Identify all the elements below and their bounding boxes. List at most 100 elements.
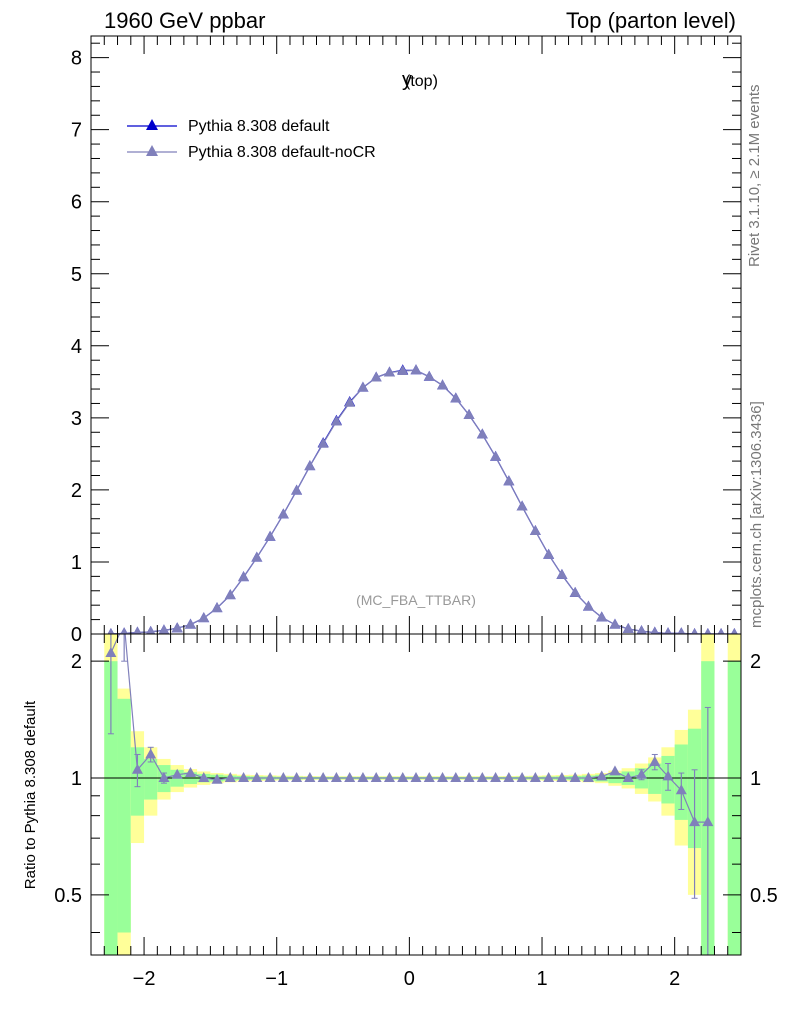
series-1-point (370, 371, 382, 382)
ratio-x-tick-label: −2 (133, 968, 156, 990)
ratio-series-0-point (119, 618, 130, 628)
ratio-series-0-point (397, 772, 409, 783)
ratio-panel: 0.5 0.5 1 1 2 2 −2 −1 0 1 2 Ratio to Pythia 8.308 … (22, 618, 778, 990)
series-1-point (330, 415, 342, 426)
series-1-point (503, 475, 515, 486)
main-y-tick-label: 6 (71, 192, 82, 214)
series-1-point (277, 508, 289, 519)
main-y-tick-label: 7 (71, 120, 82, 142)
ratio-series-0-point (410, 772, 422, 783)
series-1-point (158, 624, 170, 634)
ratio-series-0-point (198, 772, 210, 783)
ratio-series-0-point (264, 772, 276, 783)
ratio-x-tick-label: −1 (265, 968, 288, 990)
ratio-series-group (91, 618, 741, 955)
main-plot-title: y (402, 69, 412, 91)
ratio-series-0-point (689, 816, 701, 827)
ratio-series-0-point (291, 772, 303, 783)
series-1-point (636, 625, 647, 634)
uncertainty-band-green (727, 661, 741, 955)
ratio-series-0-point (145, 748, 157, 759)
rivet-version-label: Rivet 3.1.10, ≥ 2.1M events (746, 84, 763, 268)
ratio-series-0-point (330, 772, 342, 783)
ratio-series-0-point (450, 772, 462, 783)
legend: Pythia 8.308 default Pythia 8.308 defaul… (127, 118, 376, 161)
series-1-point (717, 628, 725, 634)
series-1-point (251, 551, 263, 562)
ratio-series-0-point (556, 772, 568, 783)
ratio-y-tick-label-right: 0.5 (750, 885, 778, 907)
series-1-point (171, 622, 183, 633)
series-1-point (304, 460, 316, 471)
ratio-y-tick-label-left: 1 (71, 768, 82, 790)
series-1-point (609, 618, 621, 629)
series-1-point (476, 428, 488, 439)
ratio-series-0-point (649, 755, 661, 766)
ratio-series-0-point (105, 646, 117, 657)
series-1-point (211, 602, 223, 613)
legend-entry-nocr: Pythia 8.308 default-noCR (127, 144, 376, 161)
series-1-point (397, 365, 409, 376)
ratio-series-0-point (357, 772, 369, 783)
main-y-tick-label: 8 (71, 48, 82, 70)
series-1-point (291, 484, 303, 495)
ratio-x-tick-label: 0 (404, 968, 415, 990)
series-1-point (691, 628, 698, 634)
ratio-series-0-point (622, 772, 634, 783)
series-1-point (490, 450, 502, 461)
analysis-annotation: (MC_FBA_TTBAR) (356, 592, 476, 608)
ratio-series-0-point (224, 772, 236, 783)
series-1-point (650, 626, 659, 634)
main-y-tick-label: 5 (71, 264, 82, 286)
main-plot-title-sub: (top) (405, 73, 438, 90)
ratio-series-0-point (609, 765, 621, 776)
series-1-point (423, 370, 435, 381)
legend-label-nocr: Pythia 8.308 default-noCR (188, 144, 376, 161)
ratio-series-0-point (171, 768, 183, 779)
ratio-axes: 0.5 0.5 1 1 2 2 −2 −1 0 1 2 (54, 633, 778, 990)
series-1-point (238, 571, 250, 582)
ratio-plot-data (91, 618, 741, 955)
ratio-series-0-point (131, 763, 143, 774)
ratio-series-0-point (702, 816, 714, 827)
ratio-series-0-point (543, 772, 555, 783)
main-axes: 0 1 2 3 4 5 6 7 8 (71, 35, 742, 646)
ratio-series-0-point (158, 772, 170, 783)
ratio-series-0-point (238, 772, 250, 783)
ratio-series-0-point (370, 772, 382, 783)
ratio-series-0-point (516, 772, 528, 783)
header-left-label: 1960 GeV ppbar (104, 8, 266, 33)
ratio-series-0-point (344, 772, 356, 783)
ratio-series-line-0 (110, 634, 708, 823)
ratio-series-0-point (529, 772, 541, 783)
ratio-series-0-point (437, 772, 449, 783)
main-panel: 0 1 2 3 4 5 6 7 8 y (top) (MC_FBA_TTBAR) Pythia … (71, 35, 742, 646)
series-1-point (410, 364, 422, 375)
ratio-x-tick-label: 1 (536, 968, 547, 990)
series-1-point (731, 628, 738, 634)
series-1-point (463, 408, 475, 419)
ratio-series-0-point (277, 772, 289, 783)
series-1-point (107, 628, 115, 634)
series-1-point (582, 600, 594, 611)
main-y-tick-label: 4 (71, 336, 82, 358)
ratio-series-0-point (582, 772, 594, 783)
ratio-y-axis-label: Ratio to Pythia 8.308 default (22, 700, 39, 889)
series-1-point (184, 618, 196, 629)
series-1-point (529, 524, 541, 535)
mcplots-label: mcplots.cern.ch [arXiv:1306.3436] (748, 401, 765, 628)
ratio-series-0-point (662, 770, 674, 781)
series-1-point (120, 627, 128, 634)
ratio-y-tick-label-right: 1 (750, 768, 761, 790)
main-y-tick-label: 3 (71, 408, 82, 430)
ratio-series-0-point (675, 784, 687, 795)
main-y-tick-label: 0 (71, 624, 82, 646)
series-1-point (437, 379, 449, 390)
ratio-series-0-point (636, 768, 648, 779)
ratio-series-0-point (463, 772, 475, 783)
series-1-point (543, 548, 555, 559)
legend-marker-nocr (146, 145, 158, 156)
ratio-series-0-point (211, 773, 223, 784)
ratio-series-0-point (304, 772, 316, 783)
